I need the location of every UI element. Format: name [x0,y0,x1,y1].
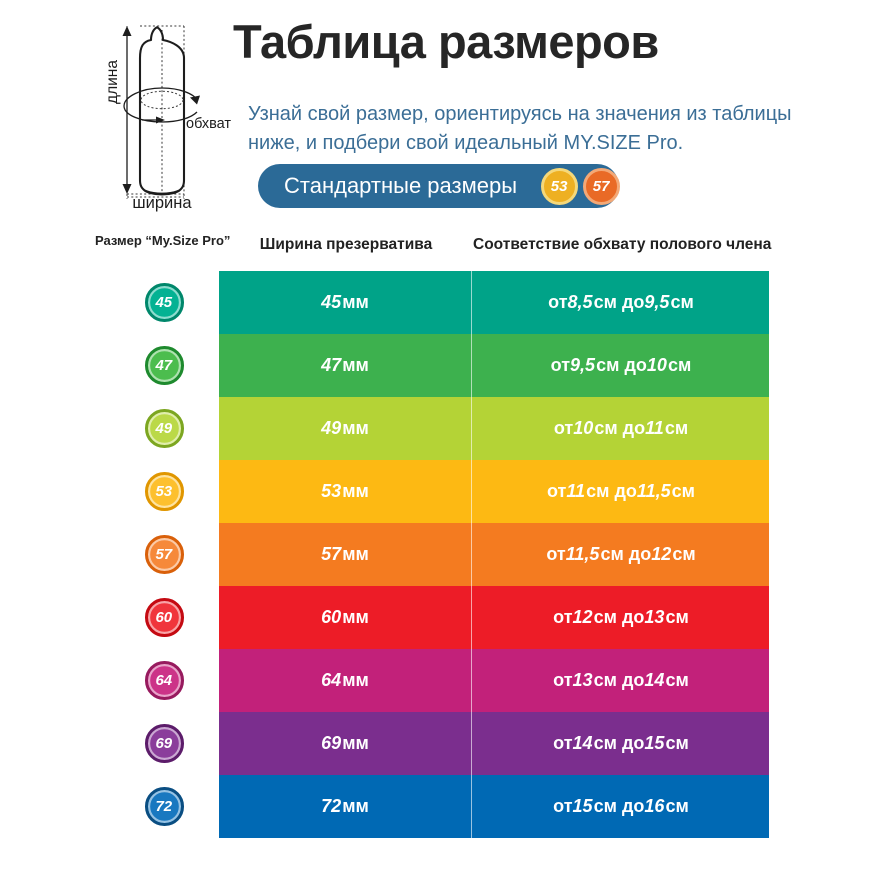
svg-text:ширина: ширина [132,194,192,212]
svg-text:длина: длина [104,60,121,104]
svg-text:обхват: обхват [186,116,231,132]
